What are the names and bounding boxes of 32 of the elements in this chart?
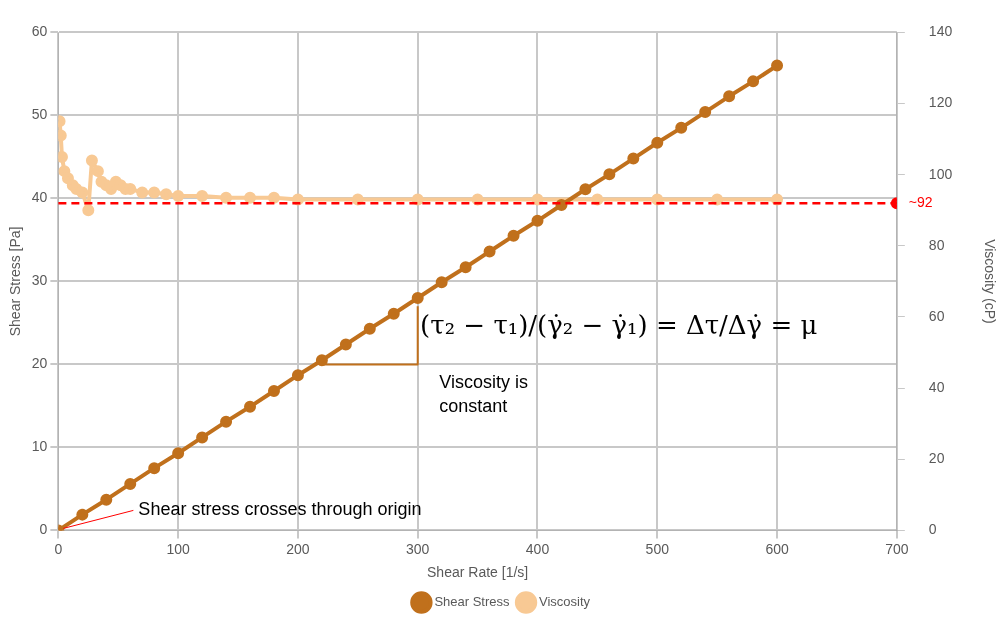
y2-tick-label: 140	[928, 23, 953, 40]
y-axis-title: Shear Stress [Pa]	[7, 226, 24, 337]
y-tick-label: 0	[39, 521, 48, 538]
legend-label: Viscosity	[539, 594, 591, 610]
y2-tick-label: 120	[928, 94, 953, 111]
y-tick-label: 60	[31, 23, 48, 40]
x-tick-label: 200	[286, 540, 310, 557]
y-tick-label: 30	[31, 272, 48, 289]
annotation: Viscosity is constant	[439, 372, 528, 417]
x-tick-label: 300	[406, 540, 430, 557]
y2-tick-label: 80	[928, 236, 945, 253]
annotation: Shear stress crosses through origin	[138, 499, 422, 520]
y-tick-label: 40	[31, 189, 48, 206]
x-tick-label: 700	[885, 540, 909, 557]
y2-axis-title: Viscosity (cP)	[981, 239, 998, 324]
legend-label: Shear Stress	[434, 594, 511, 610]
annotation: (τ₂ − τ₁)/(γ̇₂ − γ̇₁) = Δτ/Δγ̇ = μ	[420, 309, 818, 340]
y-tick-label: 20	[31, 355, 48, 372]
x-tick-label: 500	[645, 540, 670, 557]
y-tick-label: 50	[31, 106, 48, 123]
y2-tick-label: 60	[928, 307, 945, 324]
y2-tick-label: 0	[928, 521, 937, 538]
x-axis-title: Shear Rate [1/s]	[427, 564, 529, 581]
x-tick-label: 100	[166, 540, 191, 557]
x-tick-label: 600	[765, 540, 789, 557]
x-tick-label: 0	[54, 540, 63, 557]
y2-tick-label: 20	[928, 450, 945, 467]
y2-tick-label: 100	[928, 165, 953, 182]
y-tick-label: 10	[31, 438, 48, 455]
y2-tick-label: 40	[928, 378, 945, 395]
ref-line-label: ~92	[908, 194, 933, 210]
x-tick-label: 400	[525, 540, 550, 557]
